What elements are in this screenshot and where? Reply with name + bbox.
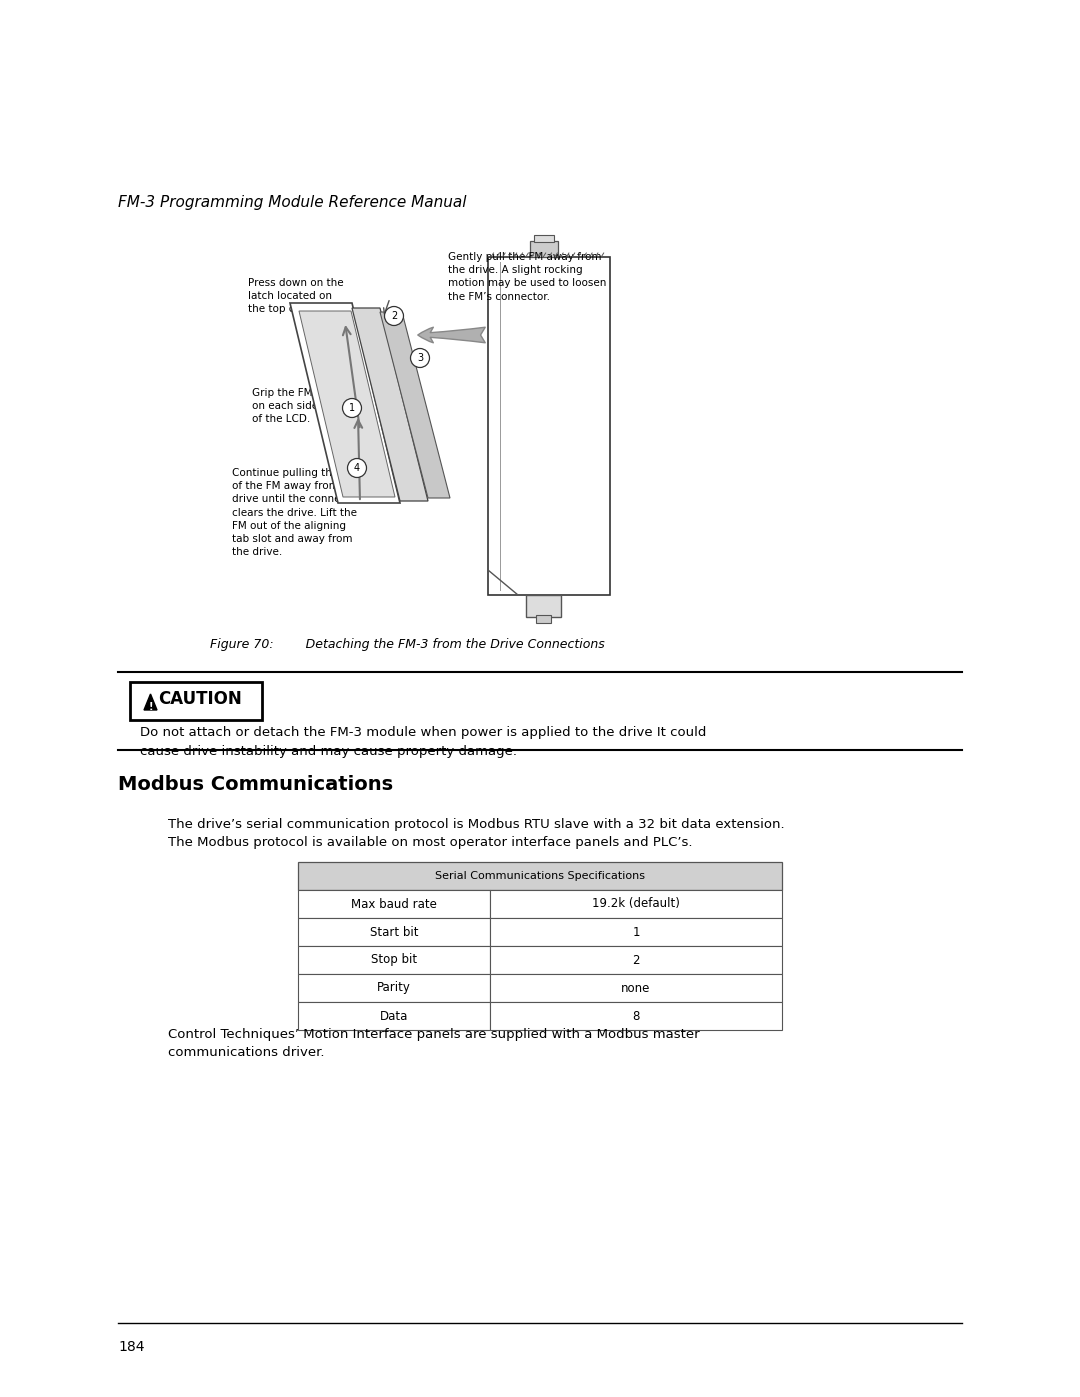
Text: Modbus Communications: Modbus Communications	[118, 775, 393, 793]
Text: The Modbus protocol is available on most operator interface panels and PLC’s.: The Modbus protocol is available on most…	[168, 835, 692, 849]
Bar	[298, 890, 490, 918]
Text: 2: 2	[632, 954, 639, 967]
Bar	[490, 1002, 782, 1030]
Text: CAUTION: CAUTION	[158, 690, 242, 708]
Text: Stop bit: Stop bit	[370, 954, 417, 967]
Bar	[298, 974, 490, 1002]
Text: 19.2k (default): 19.2k (default)	[592, 897, 680, 911]
Bar	[530, 242, 558, 257]
Text: Control Techniques’ Motion Interface panels are supplied with a Modbus master: Control Techniques’ Motion Interface pan…	[168, 1028, 700, 1041]
Polygon shape	[299, 312, 395, 497]
Polygon shape	[291, 303, 400, 503]
Bar	[298, 862, 782, 890]
Text: 1: 1	[349, 402, 355, 414]
Bar	[490, 890, 782, 918]
Bar	[298, 946, 490, 974]
Text: Data: Data	[380, 1010, 408, 1023]
Text: Gently pull the FM away from
the drive. A slight rocking
motion may be used to l: Gently pull the FM away from the drive. …	[448, 251, 606, 302]
Polygon shape	[380, 312, 450, 497]
Bar	[298, 1002, 490, 1030]
Text: Max baud rate: Max baud rate	[351, 897, 437, 911]
Text: Do not attach or detach the FM-3 module when power is applied to the drive It co: Do not attach or detach the FM-3 module …	[140, 726, 706, 739]
Text: Start bit: Start bit	[369, 925, 418, 939]
Text: !: !	[148, 703, 152, 712]
Text: 3: 3	[417, 353, 423, 363]
Circle shape	[342, 398, 362, 418]
Polygon shape	[144, 694, 157, 710]
Polygon shape	[352, 307, 428, 502]
Bar	[130, 682, 262, 719]
Bar	[534, 235, 554, 242]
Text: 184: 184	[118, 1340, 145, 1354]
Text: The drive’s serial communication protocol is Modbus RTU slave with a 32 bit data: The drive’s serial communication protoco…	[168, 819, 785, 831]
Text: 2: 2	[391, 312, 397, 321]
Text: 4: 4	[354, 462, 360, 474]
Text: communications driver.: communications driver.	[168, 1046, 324, 1059]
Text: Figure 70:        Detaching the FM-3 from the Drive Connections: Figure 70: Detaching the FM-3 from the D…	[210, 638, 605, 651]
Bar	[536, 615, 551, 623]
Text: none: none	[621, 982, 650, 995]
Text: cause drive instability and may cause property damage.: cause drive instability and may cause pr…	[140, 745, 517, 759]
Text: Grip the FM
on each side
of the LCD.: Grip the FM on each side of the LCD.	[252, 388, 319, 425]
Text: Parity: Parity	[377, 982, 410, 995]
Bar	[488, 257, 610, 595]
Text: FM-3 Programming Module Reference Manual: FM-3 Programming Module Reference Manual	[118, 196, 467, 210]
Text: Serial Communications Specifications: Serial Communications Specifications	[435, 870, 645, 882]
Circle shape	[348, 458, 366, 478]
Bar	[490, 946, 782, 974]
Text: Continue pulling the top
of the FM away from the
drive until the connector
clear: Continue pulling the top of the FM away …	[232, 468, 361, 557]
Bar	[526, 595, 561, 617]
Bar	[490, 974, 782, 1002]
Text: 8: 8	[632, 1010, 639, 1023]
Text: Press down on the
latch located on
the top of the FM.: Press down on the latch located on the t…	[248, 278, 343, 314]
Bar	[490, 918, 782, 946]
Text: 1: 1	[632, 925, 639, 939]
Bar	[298, 918, 490, 946]
Circle shape	[410, 348, 430, 367]
Circle shape	[384, 306, 404, 326]
